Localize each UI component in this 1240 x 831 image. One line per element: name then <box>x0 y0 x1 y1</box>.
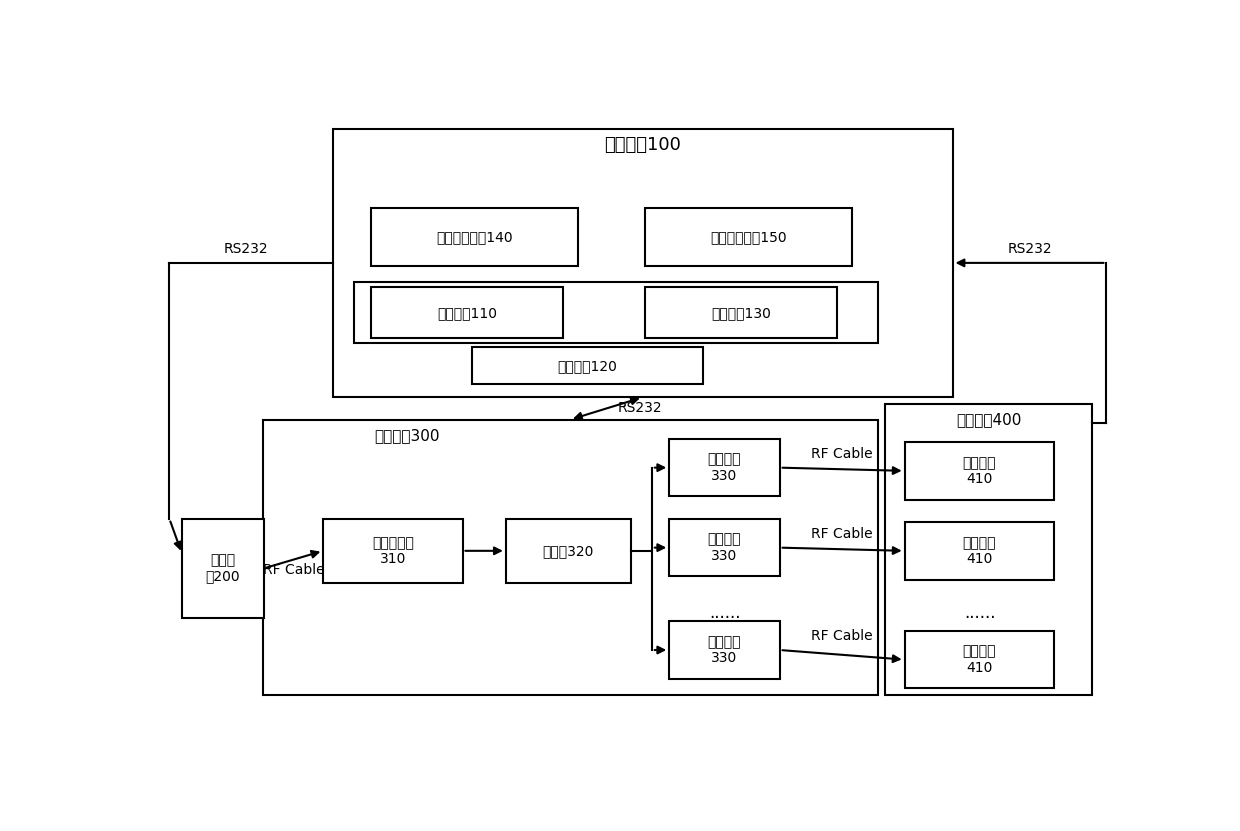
Text: RF Cable: RF Cable <box>811 446 873 460</box>
Text: 射频开关
330: 射频开关 330 <box>708 635 742 665</box>
Text: 待测设备
410: 待测设备 410 <box>962 536 996 566</box>
Bar <box>506 519 631 583</box>
Bar <box>645 288 837 338</box>
Text: 运算单元120: 运算单元120 <box>558 359 618 373</box>
Text: RF Cable: RF Cable <box>811 629 873 643</box>
Text: 可调衰减器
310: 可调衰减器 310 <box>372 536 414 566</box>
Text: 待测设备
410: 待测设备 410 <box>962 645 996 675</box>
Bar <box>885 404 1092 695</box>
Bar <box>371 209 578 266</box>
Text: RS232: RS232 <box>1007 242 1052 256</box>
Bar <box>182 519 264 618</box>
Text: RF Cable: RF Cable <box>263 563 324 577</box>
Bar <box>371 288 563 338</box>
Text: 射频开关
330: 射频开关 330 <box>708 533 742 563</box>
Text: 发射模
块200: 发射模 块200 <box>206 553 241 583</box>
Bar <box>670 439 780 496</box>
Bar <box>670 622 780 679</box>
Bar <box>472 347 703 385</box>
Bar <box>324 519 463 583</box>
Text: 第二设定单元150: 第二设定单元150 <box>711 230 786 244</box>
Bar <box>905 522 1054 580</box>
Bar <box>670 519 780 577</box>
Text: RF Cable: RF Cable <box>811 527 873 540</box>
Text: ......: ...... <box>709 604 740 622</box>
Text: 射频开关
330: 射频开关 330 <box>708 453 742 483</box>
Bar <box>905 442 1054 499</box>
Text: 调节模块300: 调节模块300 <box>374 428 439 443</box>
Text: 待测设备
410: 待测设备 410 <box>962 455 996 486</box>
Text: 接收模块400: 接收模块400 <box>956 412 1022 427</box>
Text: 控制模块100: 控制模块100 <box>604 135 681 154</box>
Bar <box>332 129 952 397</box>
Text: 第一设定单元140: 第一设定单元140 <box>436 230 513 244</box>
Text: RS232: RS232 <box>618 401 662 416</box>
Bar <box>905 631 1054 688</box>
Text: RS232: RS232 <box>224 242 269 256</box>
Bar <box>263 420 878 695</box>
Text: 获取单元130: 获取单元130 <box>712 306 771 320</box>
Bar <box>353 282 878 343</box>
Bar <box>645 209 852 266</box>
Text: 读取单元110: 读取单元110 <box>438 306 497 320</box>
Text: ......: ...... <box>963 604 996 622</box>
Text: 功分器320: 功分器320 <box>543 543 594 558</box>
